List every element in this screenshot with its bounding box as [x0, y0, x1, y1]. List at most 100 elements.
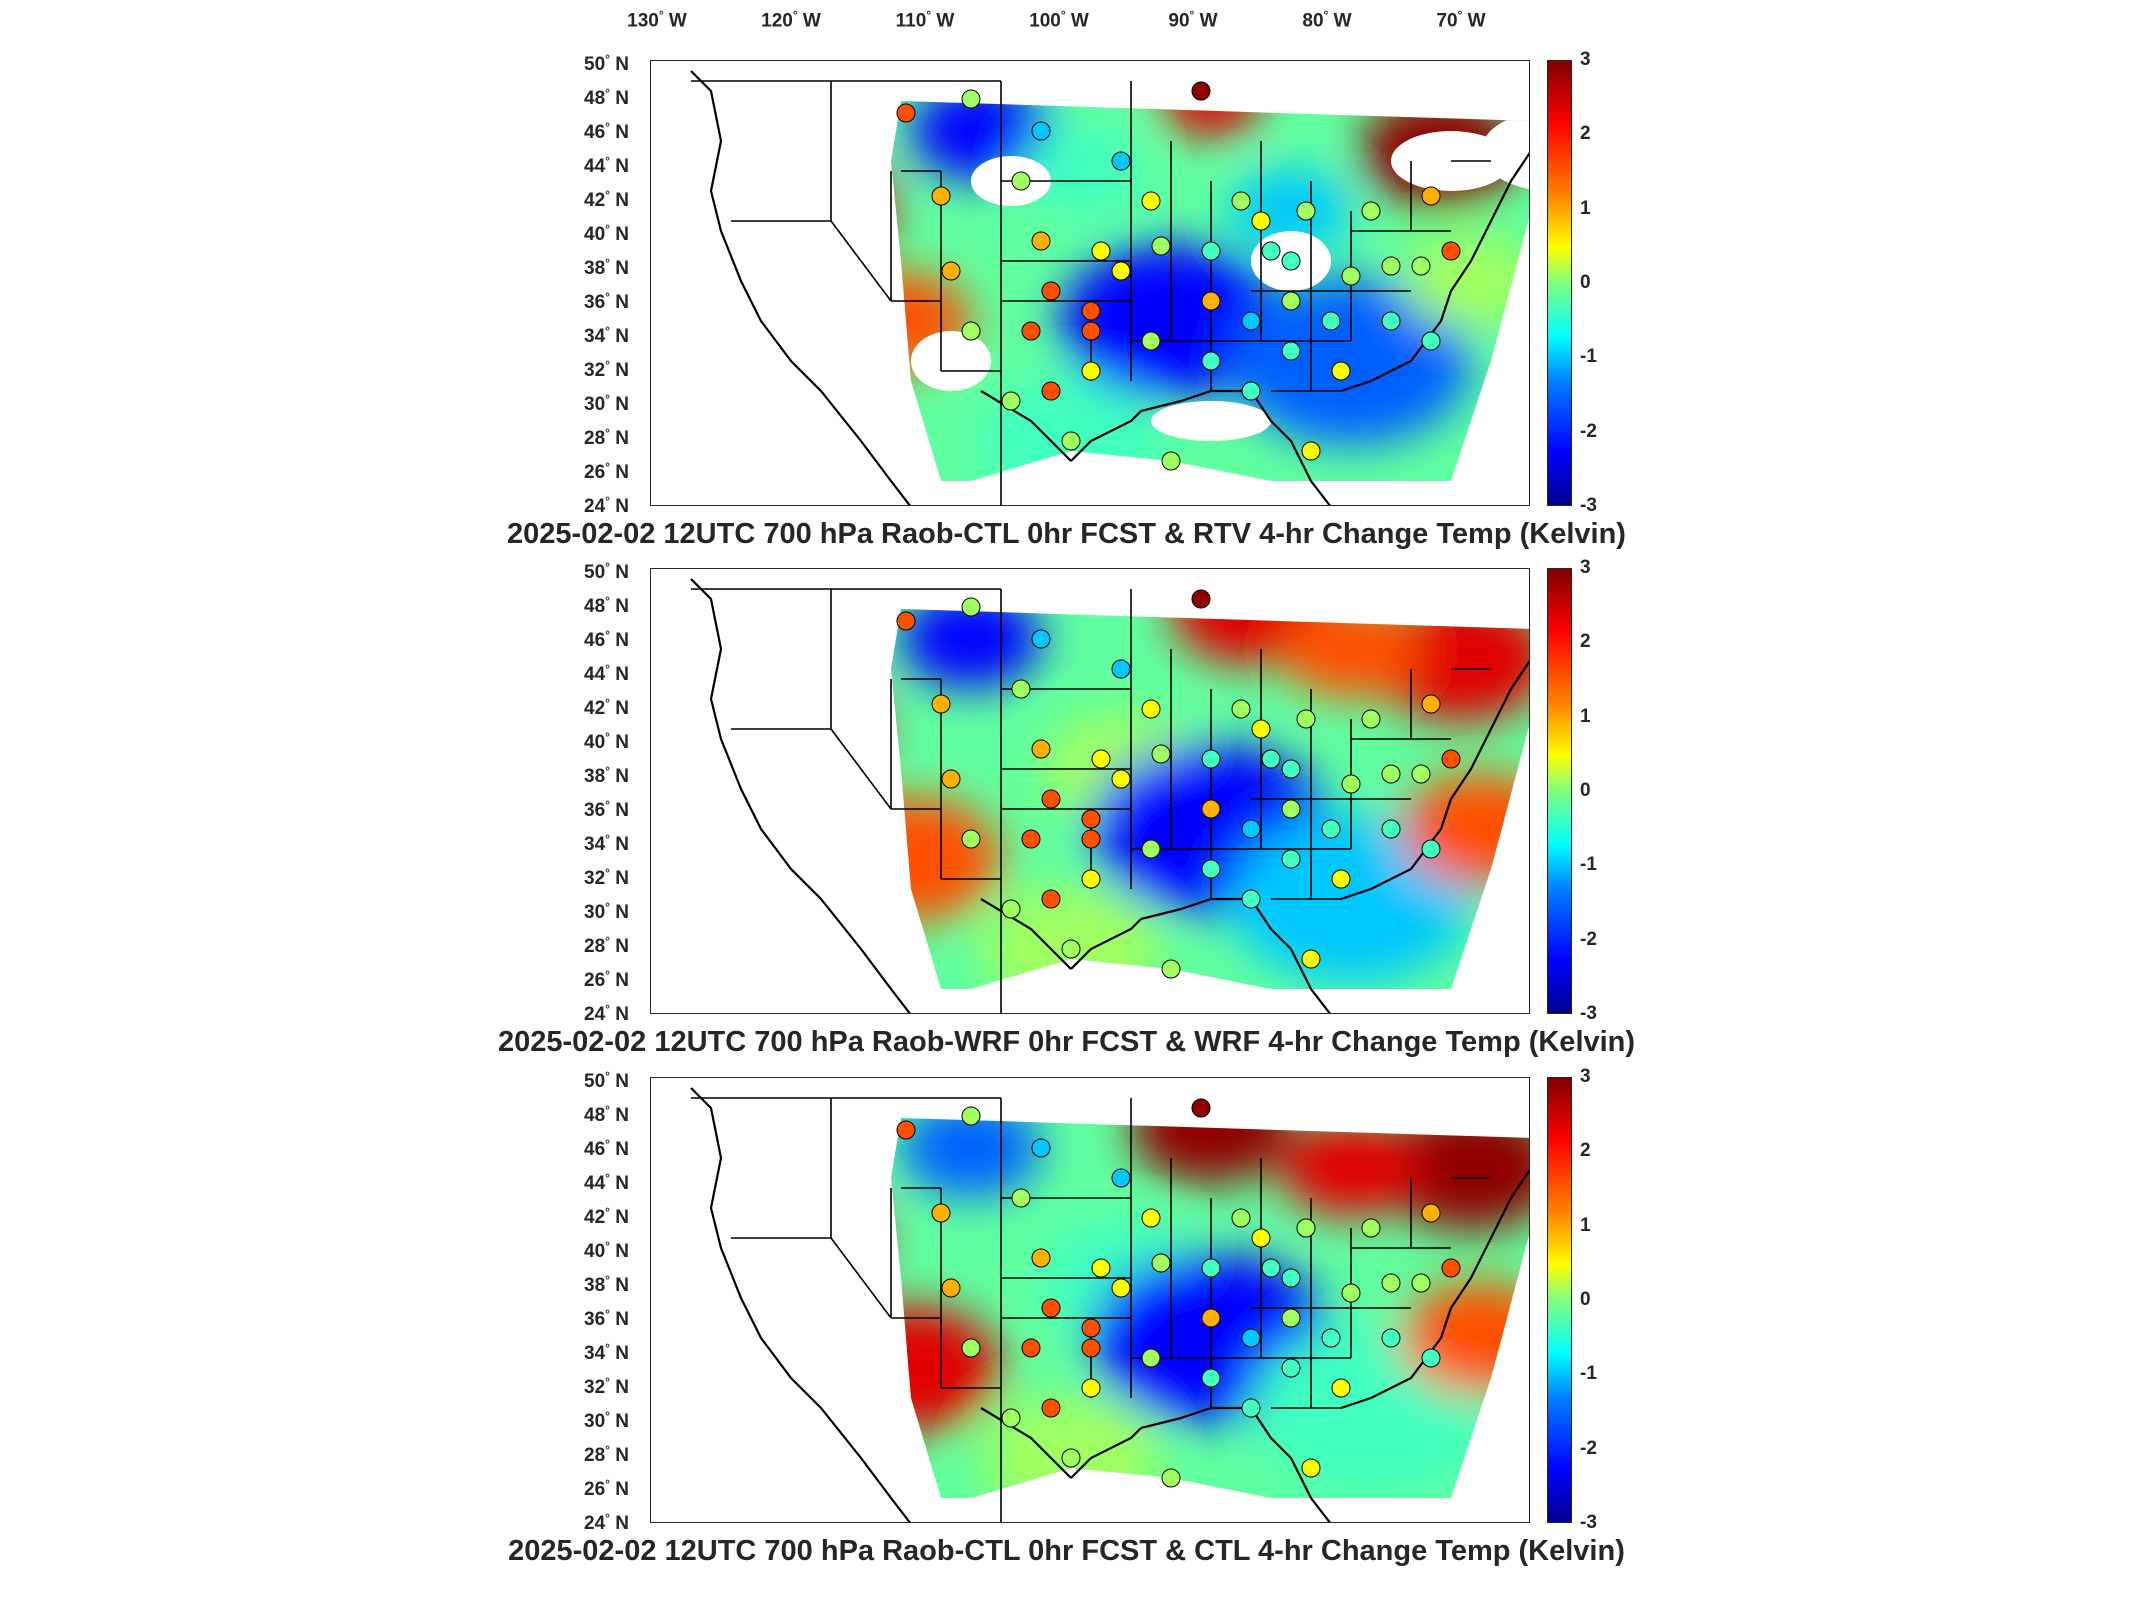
raob-station-marker — [1041, 789, 1061, 809]
raob-station-marker — [1151, 1253, 1171, 1273]
raob-station-marker — [1001, 1408, 1021, 1428]
raob-station-marker — [961, 89, 981, 109]
raob-station-marker — [1111, 1278, 1131, 1298]
raob-station-marker — [1161, 959, 1181, 979]
raob-station-marker — [1141, 699, 1161, 719]
latitude-label: 46° N — [584, 119, 629, 144]
colorbar-tick-label: 0 — [1580, 1289, 1591, 1310]
raob-station-marker — [1161, 451, 1181, 471]
raob-station-marker — [1231, 699, 1251, 719]
latitude-label: 28° N — [584, 933, 629, 958]
colorbar-tick-label: 2 — [1580, 123, 1591, 145]
colorbar — [1547, 60, 1572, 506]
raob-station-marker — [1251, 719, 1271, 739]
colorbar-tick-label: -3 — [1580, 1512, 1597, 1533]
raob-station-marker — [1241, 311, 1261, 331]
latitude-label: 26° N — [584, 459, 629, 484]
raob-station-marker — [1021, 321, 1041, 341]
raob-station-marker — [931, 1203, 951, 1223]
raob-station-marker — [1281, 1308, 1301, 1328]
raob-station-marker — [1191, 589, 1211, 609]
raob-station-marker — [1241, 889, 1261, 909]
raob-station-marker — [1296, 709, 1316, 729]
raob-station-marker — [1281, 1268, 1301, 1288]
latitude-label: 46° N — [584, 627, 629, 652]
temperature-map — [690, 578, 1529, 1013]
latitude-label: 26° N — [584, 1476, 629, 1501]
raob-station-marker — [1041, 281, 1061, 301]
field-blob — [691, 1359, 831, 1457]
raob-station-marker — [1296, 201, 1316, 221]
field-blob — [1281, 609, 1421, 698]
raob-station-marker — [1031, 629, 1051, 649]
field-blob — [901, 609, 1041, 688]
colorbar-tick-label: 3 — [1580, 1066, 1591, 1087]
raob-station-marker — [1091, 749, 1111, 769]
latitude-label: 42° N — [584, 1204, 629, 1229]
raob-station-marker — [1421, 839, 1441, 859]
colorbar-tick-label: -3 — [1580, 1003, 1597, 1024]
raob-station-marker — [1031, 1248, 1051, 1268]
raob-station-marker — [931, 694, 951, 714]
latitude-label: 44° N — [584, 1170, 629, 1195]
latitude-label: 34° N — [584, 323, 629, 348]
raob-station-marker — [1201, 859, 1221, 879]
raob-station-marker — [1041, 889, 1061, 909]
latitude-label: 50° N — [584, 1068, 629, 1093]
raob-station-marker — [1411, 256, 1431, 276]
raob-station-marker — [931, 186, 951, 206]
panel-rtv: 50° N 48° N 46° N 44° N 42° N 40° N 38° N 36° N… — [0, 49, 2133, 570]
raob-station-marker — [1341, 266, 1361, 286]
raob-station-marker — [1111, 261, 1131, 281]
raob-station-marker — [1241, 819, 1261, 839]
raob-station-marker — [1011, 679, 1031, 699]
longitude-label: 110° W — [895, 8, 955, 32]
raob-station-marker — [1081, 1318, 1101, 1338]
colorbar-tick-label: 2 — [1580, 631, 1591, 653]
longitude-label: 130° W — [627, 8, 687, 32]
raob-station-marker — [1341, 1283, 1361, 1303]
raob-station-marker — [1361, 1218, 1381, 1238]
colorbar-tick-label: 0 — [1580, 780, 1591, 801]
raob-station-marker — [1031, 1138, 1051, 1158]
raob-station-marker — [896, 103, 916, 123]
raob-station-marker — [1041, 1398, 1061, 1418]
raob-station-marker — [1331, 1378, 1351, 1398]
raob-station-marker — [1061, 1448, 1081, 1468]
latitude-label: 44° N — [584, 153, 629, 178]
raob-station-marker — [1301, 1458, 1321, 1478]
raob-station-marker — [1321, 311, 1341, 331]
field-blob — [1021, 129, 1141, 213]
raob-station-marker — [1191, 81, 1211, 101]
latitude-label: 50° N — [584, 559, 629, 584]
raob-station-marker — [1111, 659, 1131, 679]
raob-station-marker — [1021, 829, 1041, 849]
raob-station-marker — [1421, 331, 1441, 351]
raob-station-marker — [1381, 311, 1401, 331]
raob-station-marker — [941, 1278, 961, 1298]
raob-station-marker — [1301, 949, 1321, 969]
raob-station-marker — [1421, 1348, 1441, 1368]
latitude-label: 26° N — [584, 967, 629, 992]
raob-station-marker — [1141, 839, 1161, 859]
raob-station-marker — [1141, 1208, 1161, 1228]
raob-station-marker — [1201, 351, 1221, 371]
latitude-label: 36° N — [584, 1306, 629, 1331]
raob-station-marker — [1001, 899, 1021, 919]
raob-station-marker — [1331, 869, 1351, 889]
latitude-label: 36° N — [584, 797, 629, 822]
longitude-label: 120° W — [761, 8, 821, 32]
latitude-label: 28° N — [584, 1442, 629, 1467]
longitude-label: 90° W — [1168, 8, 1218, 32]
raob-station-marker — [1231, 191, 1251, 211]
raob-station-marker — [1091, 241, 1111, 261]
raob-station-marker — [1281, 849, 1301, 869]
raob-station-marker — [1251, 211, 1271, 231]
latitude-label: 46° N — [584, 1136, 629, 1161]
longitude-axis: 130° W 120° W 110° W 100° W 90° W 80° W 70° W — [0, 0, 2133, 60]
raob-station-marker — [1241, 381, 1261, 401]
raob-station-marker — [1241, 1398, 1261, 1418]
panel-ctl: 50° N 48° N 46° N 44° N 42° N 40° N 38° N 36° N… — [0, 1066, 2133, 1587]
latitude-label: 42° N — [584, 187, 629, 212]
latitude-label: 38° N — [584, 1272, 629, 1297]
